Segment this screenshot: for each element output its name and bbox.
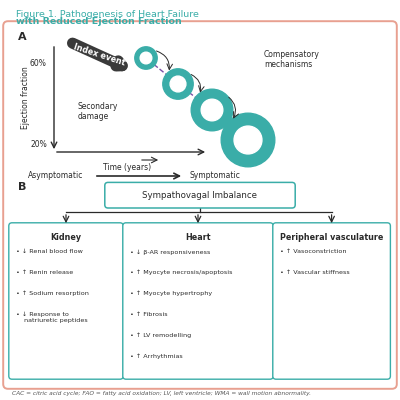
Text: Ejection fraction: Ejection fraction xyxy=(21,67,30,129)
Text: 60%: 60% xyxy=(30,59,47,68)
Text: • ↓ Renal blood flow: • ↓ Renal blood flow xyxy=(16,249,83,254)
Text: Kidney: Kidney xyxy=(50,233,82,242)
Text: Sympathovagal Imbalance: Sympathovagal Imbalance xyxy=(142,191,258,200)
Text: • ↑ Myocyte hypertrophy: • ↑ Myocyte hypertrophy xyxy=(130,291,212,296)
Text: B: B xyxy=(18,182,26,192)
FancyBboxPatch shape xyxy=(9,223,123,379)
Circle shape xyxy=(221,113,275,167)
Circle shape xyxy=(163,69,193,99)
Text: with Reduced Ejection Fraction: with Reduced Ejection Fraction xyxy=(16,17,182,26)
Circle shape xyxy=(201,99,223,121)
Text: Time (years): Time (years) xyxy=(103,163,151,172)
Text: • ↓ Response to
    natriuretic peptides: • ↓ Response to natriuretic peptides xyxy=(16,312,88,323)
Text: 20%: 20% xyxy=(30,140,47,149)
Text: Peripheral vasculature: Peripheral vasculature xyxy=(280,233,383,242)
Text: Asymptomatic: Asymptomatic xyxy=(28,172,83,180)
Text: • ↑ Renin release: • ↑ Renin release xyxy=(16,270,73,275)
Text: • ↑ Arrhythmias: • ↑ Arrhythmias xyxy=(130,353,183,358)
Circle shape xyxy=(191,89,233,131)
Text: • ↑ Sodium resorption: • ↑ Sodium resorption xyxy=(16,291,89,296)
Circle shape xyxy=(170,76,186,92)
Circle shape xyxy=(135,47,157,69)
Text: Compensatory
mechanisms: Compensatory mechanisms xyxy=(264,50,320,69)
Text: • ↑ Fibrosis: • ↑ Fibrosis xyxy=(130,312,168,317)
Text: CAC = citric acid cycle; FAO = fatty acid oxidation; LV, left ventricle; WMA = w: CAC = citric acid cycle; FAO = fatty aci… xyxy=(12,391,311,396)
Text: Secondary
damage: Secondary damage xyxy=(78,102,118,121)
Text: • ↑ Vasoconstriction: • ↑ Vasoconstriction xyxy=(280,249,346,254)
Circle shape xyxy=(234,126,262,154)
Text: Index event: Index event xyxy=(72,42,126,68)
Text: • ↓ β-AR responsiveness: • ↓ β-AR responsiveness xyxy=(130,249,210,254)
Text: • ↑ Myocyte necrosis/apoptosis: • ↑ Myocyte necrosis/apoptosis xyxy=(130,270,232,275)
Text: • ↑ LV remodelling: • ↑ LV remodelling xyxy=(130,332,191,338)
Text: Symptomatic: Symptomatic xyxy=(190,172,241,180)
FancyBboxPatch shape xyxy=(3,21,397,389)
Text: Figure 1. Pathogenesis of Heart Failure: Figure 1. Pathogenesis of Heart Failure xyxy=(16,10,199,19)
FancyBboxPatch shape xyxy=(273,223,390,379)
Text: A: A xyxy=(18,32,27,42)
Circle shape xyxy=(140,52,152,64)
FancyBboxPatch shape xyxy=(123,223,273,379)
FancyBboxPatch shape xyxy=(105,182,295,208)
Text: Heart: Heart xyxy=(185,233,211,242)
Text: • ↑ Vascular stiffness: • ↑ Vascular stiffness xyxy=(280,270,350,275)
